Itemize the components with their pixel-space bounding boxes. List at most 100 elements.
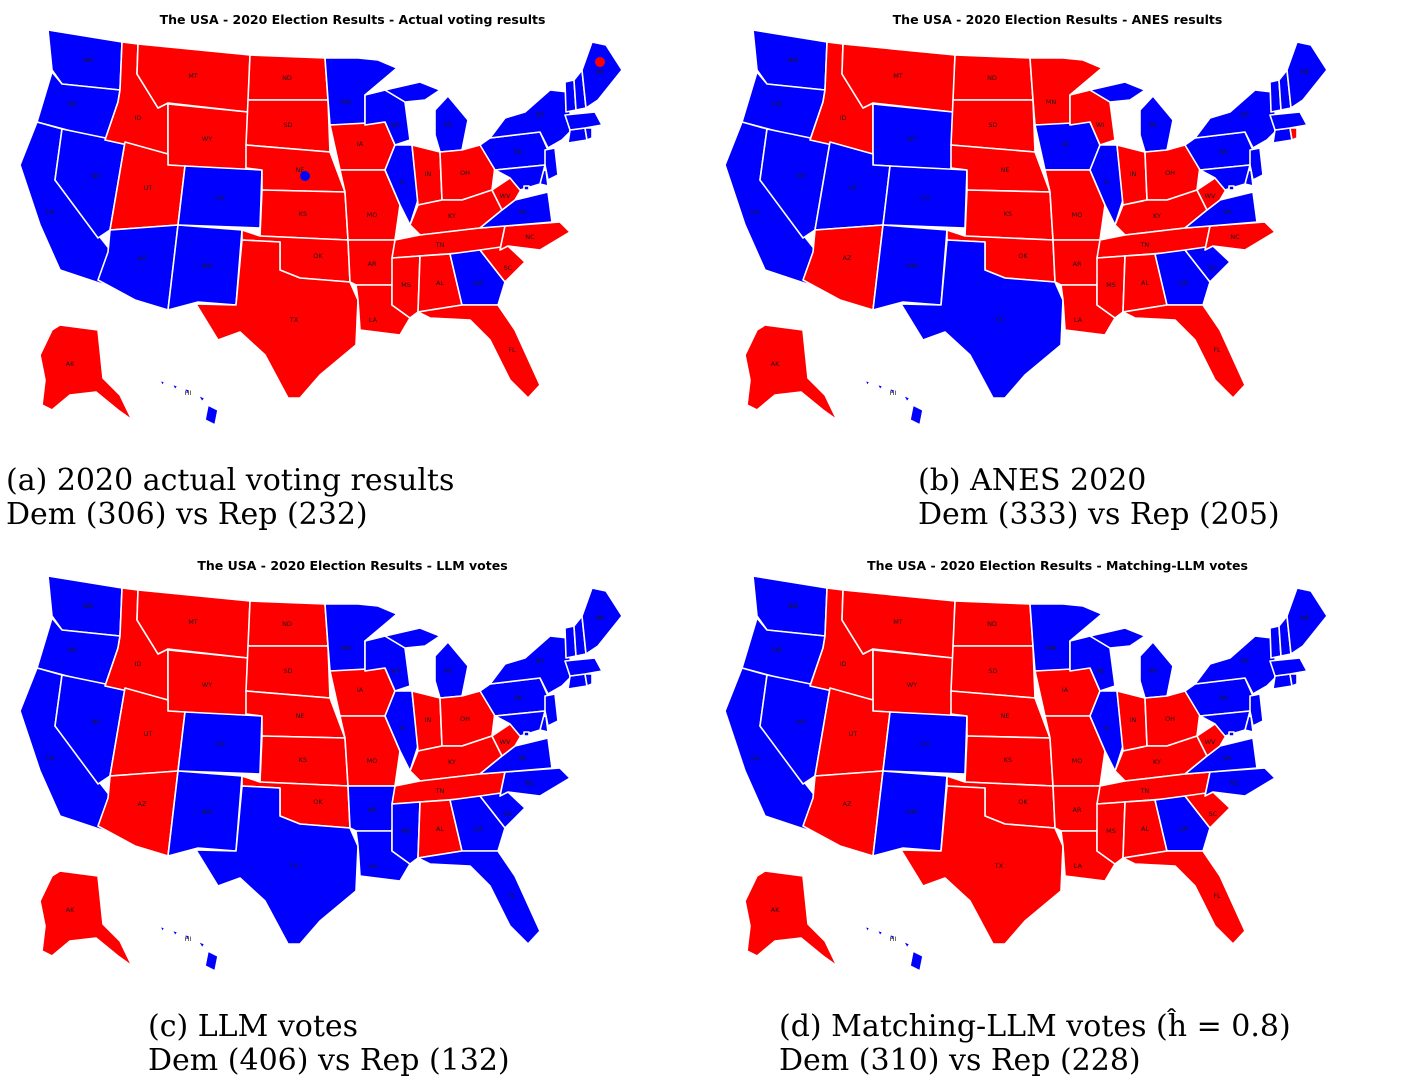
state-label: SC — [1209, 810, 1218, 818]
state-sc — [1184, 791, 1231, 829]
state-label: LA — [1074, 862, 1083, 870]
state-label: WV — [500, 192, 511, 200]
state-label: AZ — [843, 254, 852, 262]
caption-tally: Dem (333) vs Rep (205) — [918, 497, 1280, 532]
state-label: VA — [518, 208, 527, 216]
state-label: MI — [1149, 121, 1157, 129]
state-label: WY — [202, 681, 212, 689]
state-label: CO — [215, 740, 225, 748]
state-label: UT — [849, 184, 858, 192]
state-label: GA — [473, 825, 483, 833]
state-label: AK — [771, 360, 780, 368]
state-label: WY — [907, 681, 917, 689]
state-label: KS — [1004, 756, 1012, 764]
state-label: WA — [788, 56, 799, 64]
state-label: AR — [1073, 806, 1082, 814]
state-label: PA — [1219, 148, 1228, 156]
state-label: MN — [341, 644, 352, 652]
state-label: AK — [66, 360, 75, 368]
state-label: IN — [425, 170, 432, 178]
state-label: NM — [202, 808, 212, 816]
state-label: PA — [514, 694, 523, 702]
state-me — [1286, 41, 1328, 109]
state-hi — [864, 379, 924, 426]
state-label: WV — [1205, 192, 1216, 200]
state-md — [494, 710, 546, 737]
state-label: NY — [536, 111, 545, 119]
state-label: AL — [1141, 825, 1149, 833]
state-label: MT — [188, 618, 198, 626]
state-me — [581, 587, 623, 655]
state-label: VA — [518, 754, 527, 762]
state-ga — [1154, 795, 1211, 852]
state-label: PA — [514, 148, 523, 156]
state-label: MN — [341, 98, 352, 106]
state-label: CO — [920, 740, 930, 748]
state-label: AL — [1141, 279, 1149, 287]
state-label: MN — [1046, 98, 1057, 106]
state-label: AL — [436, 279, 444, 287]
state-sc — [479, 245, 526, 283]
state-label: IL — [1104, 724, 1110, 732]
state-label: ID — [840, 114, 847, 122]
state-label: UT — [144, 730, 153, 738]
state-ak — [39, 870, 133, 967]
map-title: The USA - 2020 Election Results - LLM vo… — [197, 558, 508, 573]
state-wv — [491, 177, 523, 211]
state-label: CA — [46, 208, 56, 216]
state-label: HI — [890, 935, 897, 943]
state-label: WA — [788, 602, 799, 610]
state-dc — [1228, 731, 1235, 737]
state-label: IA — [357, 140, 364, 148]
caption: (a) 2020 actual voting results Dem (306)… — [6, 464, 454, 532]
state-me — [581, 41, 623, 109]
state-label: TX — [994, 862, 1004, 870]
caption-title: (a) 2020 actual voting results — [6, 463, 455, 498]
state-hi — [159, 925, 219, 972]
state-label: TX — [289, 862, 299, 870]
state-label: MN — [1046, 644, 1057, 652]
state-label: OK — [313, 252, 323, 260]
state-label: CO — [920, 194, 930, 202]
state-label: AK — [771, 906, 780, 914]
map-title: The USA - 2020 Election Results - ANES r… — [892, 12, 1223, 27]
map-panel-d: The USA - 2020 Election Results - Matchi… — [705, 546, 1410, 1092]
state-label: WV — [1205, 738, 1216, 746]
state-ri — [1289, 127, 1298, 141]
state-label: OR — [772, 100, 782, 108]
map-title: The USA - 2020 Election Results - Actual… — [159, 12, 546, 27]
state-wv — [1196, 723, 1228, 757]
caption: (b) ANES 2020 Dem (333) vs Rep (205) — [918, 464, 1280, 532]
state-hi — [159, 379, 219, 426]
state-az — [97, 770, 179, 857]
state-fl — [417, 850, 541, 945]
state-label: WI — [391, 667, 399, 675]
state-ms — [391, 801, 421, 865]
state-label: OR — [772, 646, 782, 654]
state-fl — [1122, 850, 1246, 945]
state-label: ID — [135, 660, 142, 668]
state-label: ME — [1300, 614, 1310, 622]
us-map: WA OR CA NV ID MT WY UT AZ CO NM ND SD NE KS OK TX MN IA MO… — [19, 575, 623, 972]
state-label: OH — [460, 715, 470, 723]
state-label: VA — [1223, 754, 1232, 762]
state-label: HI — [890, 389, 897, 397]
state-label: ME — [1300, 68, 1310, 76]
state-ri — [584, 673, 593, 687]
state-label: WA — [83, 602, 94, 610]
state-label: FL — [1213, 346, 1221, 354]
state-label: NV — [91, 718, 101, 726]
state-label: NC — [525, 233, 535, 241]
state-label: AZ — [843, 800, 852, 808]
state-ma — [564, 657, 603, 677]
state-label: IL — [399, 724, 405, 732]
state-label: LA — [369, 316, 378, 324]
state-label: NE — [1001, 712, 1010, 720]
state-tx — [195, 239, 359, 399]
state-ga — [449, 249, 506, 306]
state-label: TN — [435, 787, 445, 795]
state-label: ID — [840, 660, 847, 668]
state-label: TN — [1140, 241, 1150, 249]
state-label: KS — [1004, 210, 1012, 218]
state-md — [1199, 164, 1251, 191]
